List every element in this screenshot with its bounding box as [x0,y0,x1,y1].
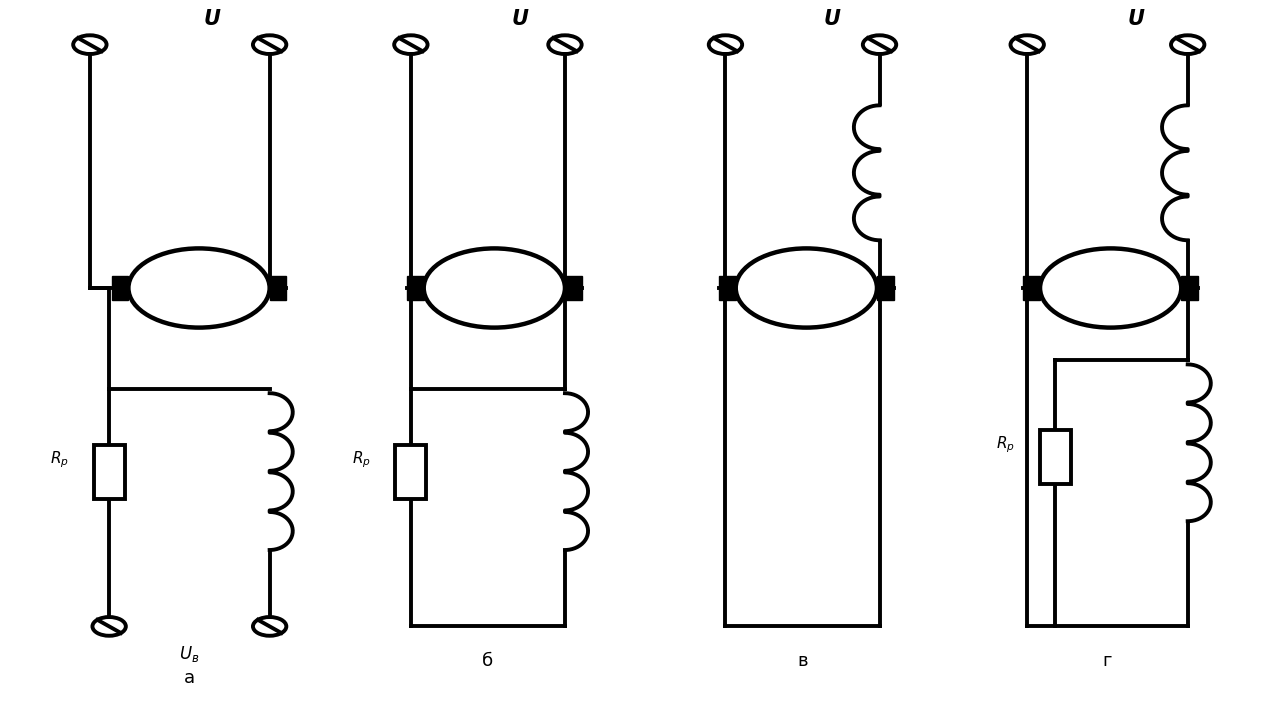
Bar [112,276,128,300]
Bar [877,276,894,300]
Text: U: U [203,9,221,29]
Text: $R_p$: $R_p$ [996,435,1016,455]
Bar [565,276,582,300]
Bar [719,276,736,300]
Text: $U_в$: $U_в$ [180,644,199,664]
Bar [395,444,426,498]
Bar [1040,430,1071,484]
Text: б: б [483,652,493,670]
Text: в: в [797,652,808,670]
Bar [270,276,286,300]
Text: г: г [1103,652,1112,670]
Text: а: а [184,669,195,687]
Text: $R_p$: $R_p$ [352,449,371,469]
Text: $R_p$: $R_p$ [50,449,69,469]
Text: U: U [1127,9,1145,29]
Bar [94,444,125,498]
Text: U: U [511,9,529,29]
Bar [407,276,424,300]
Bar [1181,276,1198,300]
Text: U: U [823,9,841,29]
Bar [1023,276,1040,300]
